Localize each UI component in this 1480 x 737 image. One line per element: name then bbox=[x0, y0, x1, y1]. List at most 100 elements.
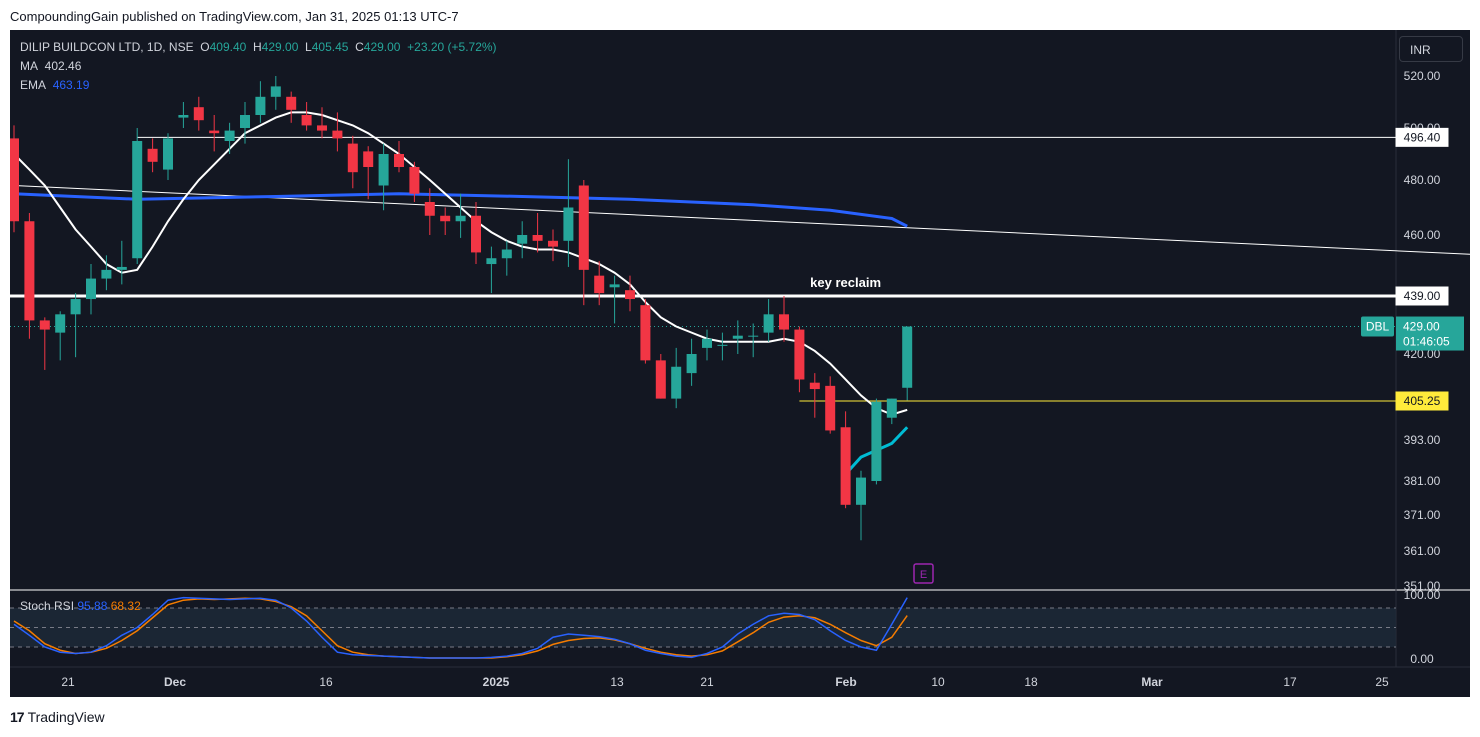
candle-body bbox=[301, 115, 312, 126]
legend-ema-label: EMA bbox=[20, 78, 47, 92]
time-axis: 21 Dec 16 2025 13 21 Feb 10 18 Mar 17 25 bbox=[61, 675, 1389, 689]
stoch-k-value: 95.88 bbox=[77, 599, 108, 613]
stoch-tick-label: 100.00 bbox=[1404, 588, 1441, 602]
time-tick-label: Dec bbox=[164, 675, 186, 689]
resistance-badge: 496.40 bbox=[1404, 130, 1441, 144]
candle-body bbox=[363, 151, 374, 167]
legend-low: 405.45 bbox=[311, 40, 349, 54]
annotations: key reclaim E bbox=[810, 275, 934, 584]
price-tick-label: 520.00 bbox=[1404, 69, 1441, 83]
candle-body bbox=[455, 215, 466, 222]
candles bbox=[10, 76, 913, 541]
key-level-badge-bg bbox=[1395, 286, 1449, 306]
stoch-legend: Stoch RSI 95.88 68.32 bbox=[20, 599, 141, 613]
candle-body bbox=[902, 326, 913, 388]
candle-body bbox=[193, 107, 204, 121]
legend-o-label: O bbox=[200, 40, 210, 54]
stoch-rsi-pane bbox=[10, 596, 1396, 659]
time-tick-label: 25 bbox=[1375, 675, 1389, 689]
candle-body bbox=[763, 314, 774, 333]
publish-header: CompoundingGain published on TradingView… bbox=[10, 9, 459, 24]
legend-close: 429.00 bbox=[363, 40, 401, 54]
legend-symbol: DILIP BUILDCON LTD, 1D, NSE bbox=[20, 40, 194, 54]
price-tick-label: 393.00 bbox=[1404, 433, 1441, 447]
candle-body bbox=[532, 235, 543, 241]
candle-body bbox=[856, 477, 866, 505]
time-tick-label: 17 bbox=[1283, 675, 1297, 689]
stoch-tick-label: 0.00 bbox=[1410, 652, 1434, 666]
candle-body bbox=[809, 382, 820, 390]
candle-body bbox=[286, 96, 297, 110]
candle-body bbox=[517, 235, 528, 244]
candle-body bbox=[424, 202, 435, 216]
candle-body bbox=[132, 141, 143, 259]
candle-body bbox=[779, 314, 789, 330]
candle-body bbox=[563, 207, 574, 241]
candle-body bbox=[24, 221, 35, 321]
resistance-badge-bg bbox=[1395, 127, 1449, 147]
candle-body bbox=[732, 335, 743, 339]
candle-body bbox=[609, 284, 620, 288]
time-tick-label: 13 bbox=[610, 675, 624, 689]
symbol-badge-bg bbox=[1361, 316, 1394, 337]
time-tick-label: 16 bbox=[319, 675, 333, 689]
candle-body bbox=[209, 130, 220, 134]
yellow-level-badge: 405.25 bbox=[1404, 394, 1441, 408]
legend-l-label: L bbox=[305, 40, 312, 54]
candle-body bbox=[409, 167, 420, 194]
candle-body bbox=[116, 266, 127, 270]
legend-ohlc-row: DILIP BUILDCON LTD, 1D, NSE O409.40 H 429… bbox=[20, 38, 497, 57]
candle-body bbox=[794, 329, 805, 380]
key-reclaim-label: key reclaim bbox=[810, 275, 881, 290]
candle-body bbox=[39, 320, 50, 330]
candle-body bbox=[748, 335, 759, 337]
candle-body bbox=[717, 344, 728, 346]
last-price-badge: 429.00 bbox=[1403, 320, 1440, 334]
candle-body bbox=[240, 115, 250, 128]
tradingview-footer[interactable]: 17 TradingView bbox=[10, 709, 105, 725]
candle-body bbox=[840, 427, 851, 505]
time-tick-label: 2025 bbox=[483, 675, 510, 689]
legend-ema-row: EMA 463.19 bbox=[20, 76, 497, 95]
candle-body bbox=[332, 130, 343, 139]
candle-body bbox=[640, 305, 651, 361]
candle-body bbox=[686, 354, 697, 374]
price-tick-label: 361.00 bbox=[1404, 544, 1441, 558]
candle-body bbox=[70, 299, 81, 315]
tradingview-logo-icon: 17 bbox=[10, 709, 25, 725]
legend-h-label: H bbox=[253, 40, 262, 54]
time-tick-label: 18 bbox=[1024, 675, 1038, 689]
legend-open: 409.40 bbox=[209, 40, 247, 54]
legend-change: +23.20 (+5.72%) bbox=[407, 40, 497, 54]
candle-body bbox=[625, 290, 635, 300]
candle-body bbox=[702, 338, 712, 348]
candle-body bbox=[501, 249, 512, 259]
candle-body bbox=[378, 154, 389, 186]
price-tick-label: 371.00 bbox=[1404, 508, 1441, 522]
price-tick-label: 351.00 bbox=[1404, 579, 1441, 593]
candle-body bbox=[871, 401, 882, 481]
time-tick-label: 21 bbox=[61, 675, 75, 689]
candle-body bbox=[317, 125, 327, 131]
ema-line bbox=[13, 192, 908, 228]
tradingview-brand: TradingView bbox=[27, 709, 105, 725]
earnings-marker bbox=[913, 563, 934, 584]
stoch-d-value: 68.32 bbox=[110, 599, 141, 613]
candle-body bbox=[163, 138, 173, 170]
price-tick-label: 480.00 bbox=[1404, 173, 1441, 187]
candle-body bbox=[10, 138, 19, 222]
symbol-badge: DBL bbox=[1366, 320, 1390, 334]
candle-body bbox=[86, 278, 96, 300]
candle-body bbox=[594, 275, 605, 294]
time-tick-label: Mar bbox=[1141, 675, 1163, 689]
price-axis: 520.00500.00480.00460.00420.00393.00381.… bbox=[1361, 69, 1464, 666]
candle-body bbox=[178, 115, 189, 118]
candle-body bbox=[394, 154, 404, 167]
key-level-badge: 439.00 bbox=[1404, 289, 1441, 303]
time-tick-label: 21 bbox=[700, 675, 714, 689]
candle-body bbox=[147, 148, 158, 162]
candle-body bbox=[886, 398, 897, 418]
currency-button[interactable]: INR bbox=[1399, 36, 1463, 62]
last-price-badge-bg bbox=[1396, 316, 1464, 351]
